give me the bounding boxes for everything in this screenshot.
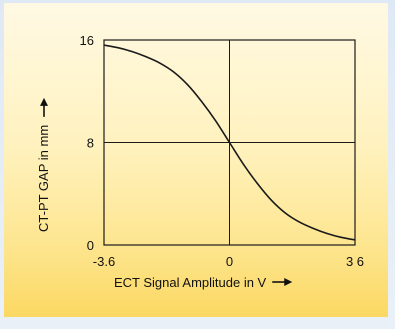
x-tick-label: 0 (226, 254, 233, 269)
data-point (117, 47, 119, 49)
x-tick-label: 3 6 (346, 254, 364, 269)
data-point (256, 182, 258, 185)
data-point (326, 232, 328, 235)
data-point (298, 221, 300, 223)
x-axis-arrow-icon (272, 278, 293, 286)
x-tick-label: -3.6 (93, 254, 115, 269)
data-point (284, 212, 286, 214)
data-point (201, 100, 203, 103)
data-point (103, 44, 105, 46)
data-point (214, 120, 217, 122)
y-tick-label: 8 (87, 136, 94, 151)
data-point (187, 84, 189, 86)
data-point (159, 62, 161, 64)
y-tick-label: 16 (80, 33, 94, 48)
data-point (340, 236, 342, 238)
data-point (354, 239, 356, 241)
y-axis-arrow-icon (40, 97, 48, 117)
x-axis-label: ECT Signal Amplitude in V (114, 275, 267, 290)
data-point (145, 56, 147, 58)
y-axis-label: CT-PT GAP in mm (36, 125, 51, 232)
data-point (131, 50, 133, 53)
data-point (312, 227, 314, 229)
data-point (242, 163, 245, 165)
data-point (173, 71, 175, 73)
y-tick-label: 0 (87, 238, 94, 253)
series-points (103, 44, 356, 241)
data-point (228, 141, 231, 144)
chart-panel (4, 3, 388, 317)
data-point (270, 199, 272, 201)
